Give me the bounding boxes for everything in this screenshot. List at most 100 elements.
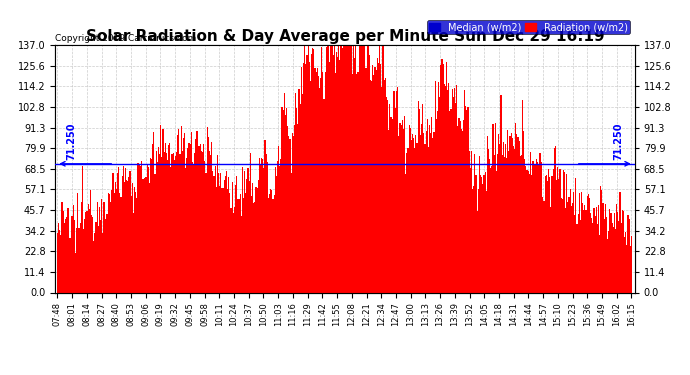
Bar xyxy=(453,97,454,292)
Bar xyxy=(402,120,403,292)
Bar xyxy=(65,219,66,292)
Bar xyxy=(192,162,193,292)
Bar xyxy=(72,205,74,292)
Bar xyxy=(299,104,301,292)
Bar xyxy=(248,181,250,292)
Bar xyxy=(386,97,387,292)
Bar xyxy=(566,174,567,292)
Bar xyxy=(166,153,167,292)
Bar xyxy=(208,137,209,292)
Bar xyxy=(505,144,506,292)
Bar xyxy=(447,90,448,292)
Bar xyxy=(132,183,133,292)
Bar xyxy=(165,143,166,292)
Bar xyxy=(282,107,283,292)
Bar xyxy=(286,108,287,292)
Bar xyxy=(176,152,177,292)
Bar xyxy=(255,186,257,292)
Bar xyxy=(406,153,407,292)
Bar xyxy=(331,45,333,292)
Bar xyxy=(311,54,312,292)
Bar xyxy=(356,74,357,292)
Bar xyxy=(188,142,190,292)
Bar xyxy=(308,62,310,292)
Bar xyxy=(273,195,275,292)
Bar xyxy=(142,179,143,292)
Bar xyxy=(63,224,65,292)
Bar xyxy=(495,123,496,292)
Bar xyxy=(401,124,402,292)
Bar xyxy=(229,193,230,292)
Bar xyxy=(631,236,632,292)
Bar xyxy=(394,91,395,292)
Bar xyxy=(608,231,609,292)
Bar xyxy=(579,193,580,292)
Bar xyxy=(569,189,571,292)
Bar xyxy=(531,175,532,292)
Bar xyxy=(82,166,83,292)
Bar xyxy=(618,220,620,292)
Bar xyxy=(578,214,579,292)
Bar xyxy=(530,153,531,292)
Bar xyxy=(317,68,318,292)
Bar xyxy=(213,176,215,292)
Bar xyxy=(301,67,302,292)
Bar xyxy=(540,153,541,292)
Bar xyxy=(304,45,305,292)
Bar xyxy=(541,162,542,292)
Bar xyxy=(296,108,297,292)
Bar xyxy=(346,45,347,292)
Bar xyxy=(403,129,404,292)
Bar xyxy=(456,85,457,292)
Bar xyxy=(352,74,353,292)
Bar xyxy=(558,179,560,292)
Bar xyxy=(211,142,213,292)
Bar xyxy=(321,47,322,292)
Bar xyxy=(421,124,422,292)
Bar xyxy=(236,176,237,292)
Bar xyxy=(75,254,76,292)
Bar xyxy=(412,134,413,292)
Bar xyxy=(108,194,109,292)
Bar xyxy=(423,133,424,292)
Bar xyxy=(160,126,161,292)
Bar xyxy=(371,81,372,292)
Bar xyxy=(68,209,70,292)
Bar xyxy=(119,193,121,292)
Bar xyxy=(158,147,159,292)
Bar xyxy=(584,205,585,292)
Bar xyxy=(528,171,529,292)
Bar xyxy=(546,175,547,292)
Bar xyxy=(379,45,380,292)
Bar xyxy=(161,158,162,292)
Bar xyxy=(324,72,326,292)
Bar xyxy=(477,189,479,292)
Bar xyxy=(312,48,313,292)
Bar xyxy=(560,198,562,292)
Bar xyxy=(586,196,588,292)
Bar xyxy=(186,158,188,292)
Bar xyxy=(449,111,451,292)
Bar xyxy=(486,136,488,292)
Bar xyxy=(588,194,589,292)
Bar xyxy=(219,186,220,292)
Bar xyxy=(417,101,419,292)
Bar xyxy=(153,132,155,292)
Bar xyxy=(92,217,93,292)
Bar xyxy=(455,103,456,292)
Bar xyxy=(345,45,346,292)
Bar xyxy=(471,151,472,292)
Bar xyxy=(515,123,516,292)
Bar xyxy=(70,216,72,292)
Bar xyxy=(339,60,340,292)
Bar xyxy=(204,160,206,292)
Bar xyxy=(422,104,423,292)
Bar xyxy=(581,192,582,292)
Bar xyxy=(74,220,75,292)
Bar xyxy=(551,176,553,292)
Bar xyxy=(444,84,445,292)
Bar xyxy=(216,188,217,292)
Bar xyxy=(445,86,446,292)
Bar xyxy=(475,175,477,292)
Bar xyxy=(460,122,461,292)
